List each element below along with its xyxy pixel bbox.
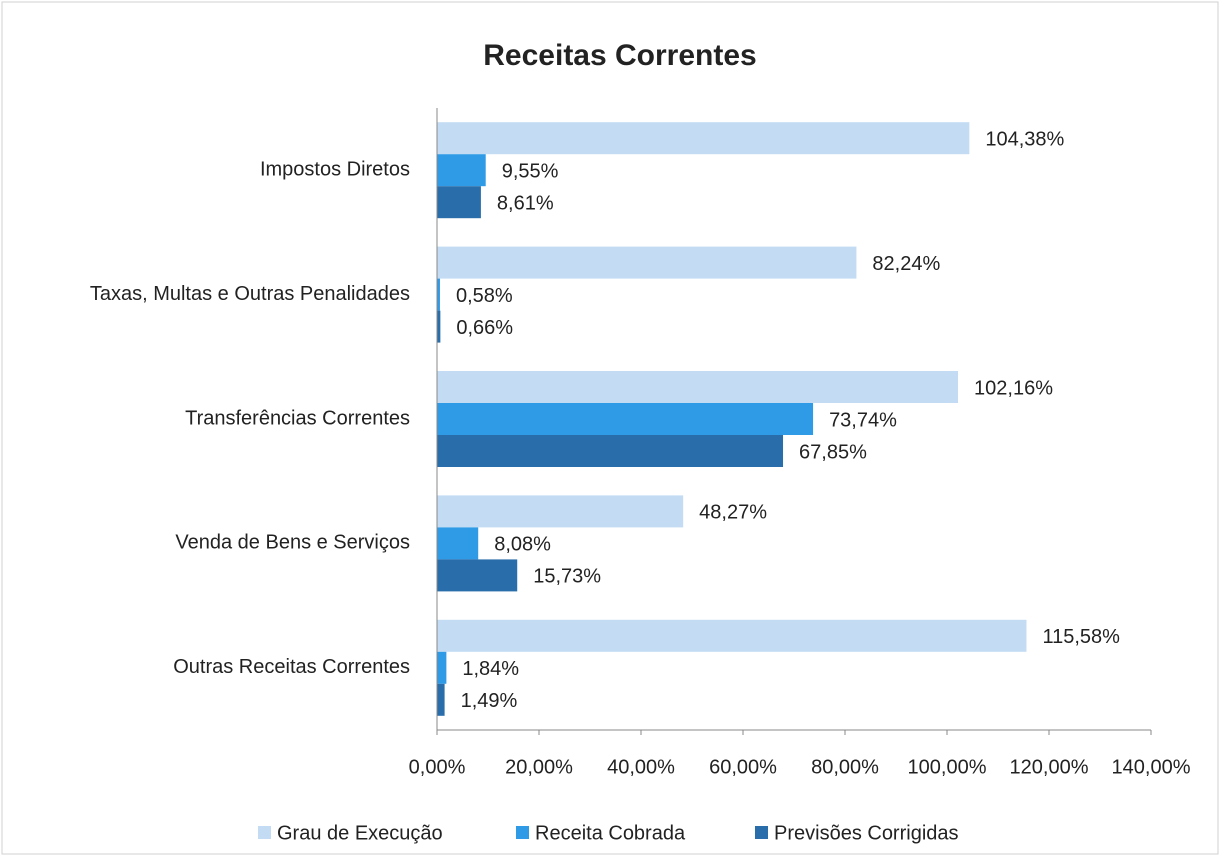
bar [437,186,481,219]
value-label: 115,58% [1042,626,1120,648]
bar [437,559,518,592]
value-label: 67,85% [799,441,867,463]
value-label: 0,58% [456,285,513,307]
y-tick-label: Outras Receitas Correntes [173,656,410,678]
legend-label: Previsões Corrigidas [774,822,959,844]
x-tick-label: 80,00% [811,756,879,778]
bar [437,683,445,716]
value-label: 1,49% [461,690,518,712]
value-label: 8,08% [494,534,551,556]
bar [437,651,447,684]
value-label: 104,38% [985,128,1064,150]
value-label: 82,24% [872,253,940,275]
x-tick-label: 140,00% [1112,756,1191,778]
x-tick-label: 0,00% [409,756,466,778]
legend-label: Receita Cobrada [535,822,686,844]
legend-label: Grau de Execução [277,822,443,844]
x-tick-label: 60,00% [709,756,777,778]
bar [437,371,959,403]
bar [437,403,814,435]
legend-swatch [516,826,529,839]
value-label: 0,66% [456,317,513,339]
bar [437,619,1027,652]
value-label: 9,55% [502,160,559,182]
chart-title: Receitas Correntes [483,39,756,72]
y-tick-label: Taxas, Multas e Outras Penalidades [90,283,410,305]
value-label: 73,74% [829,409,897,431]
bar [437,527,479,560]
value-label: 102,16% [974,377,1053,399]
bar [437,310,441,343]
y-tick-label: Venda de Bens e Serviços [175,532,410,554]
bar [437,435,784,467]
bar [437,154,486,187]
x-tick-label: 100,00% [908,756,987,778]
bar [437,495,684,528]
x-tick-label: 120,00% [1010,756,1089,778]
y-tick-label: Impostos Diretos [260,158,410,180]
value-label: 48,27% [699,502,767,524]
legend-swatch [258,826,271,839]
value-label: 1,84% [462,658,519,680]
y-tick-label: Transferências Correntes [185,407,410,429]
bar [437,246,857,279]
x-tick-label: 20,00% [505,756,573,778]
legend-swatch [755,826,768,839]
value-label: 15,73% [533,566,601,588]
bar [437,122,970,155]
x-tick-label: 40,00% [607,756,675,778]
value-label: 8,61% [497,192,554,214]
bar [437,278,440,311]
